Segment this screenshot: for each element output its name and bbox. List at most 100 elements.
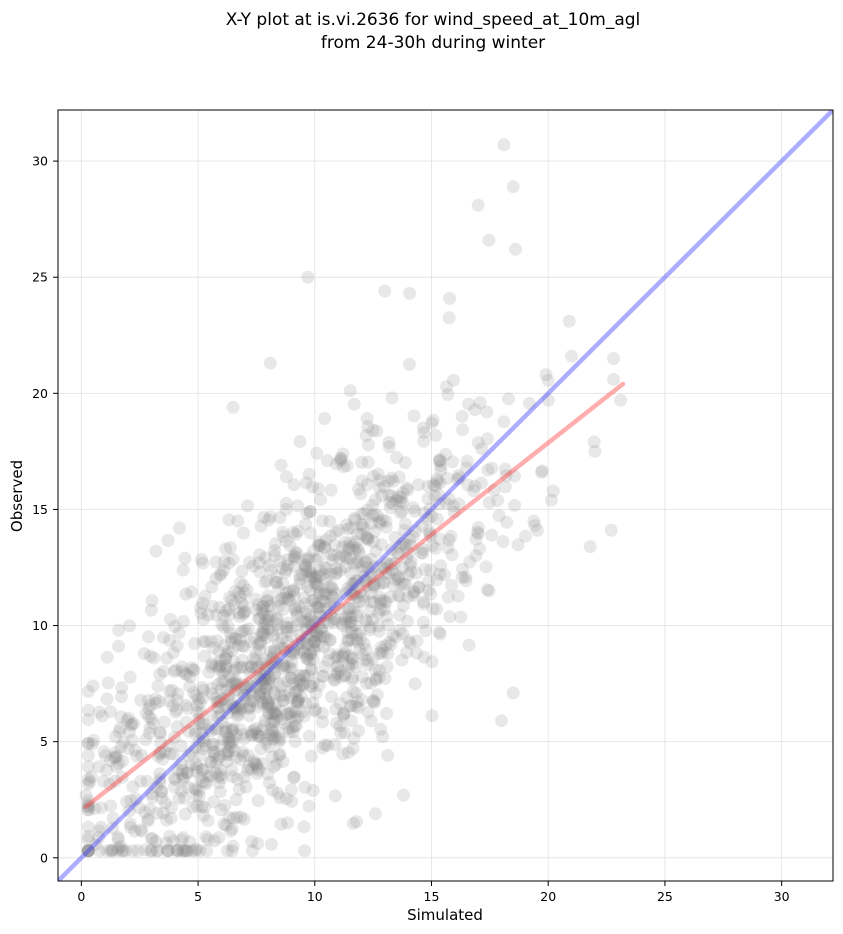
scatter-point (398, 517, 412, 531)
scatter-point (284, 691, 298, 705)
scatter-point (95, 709, 109, 723)
scatter-point (308, 615, 322, 629)
scatter-point (259, 653, 273, 667)
scatter-point (379, 520, 393, 534)
scatter-point (279, 503, 293, 516)
scatter-point (380, 609, 394, 623)
scatter-point (224, 678, 238, 692)
scatter-point (149, 692, 163, 706)
scatter-point (370, 424, 384, 438)
scatter-point (266, 706, 280, 720)
scatter-point (116, 754, 130, 768)
scatter-point (92, 760, 106, 774)
scatter-point (343, 584, 357, 598)
scatter-point (506, 686, 520, 700)
scatter-point (360, 579, 374, 593)
scatter-point (100, 650, 114, 664)
scatter-point (243, 699, 257, 713)
scatter-point (328, 612, 342, 626)
scatter-point (500, 515, 514, 529)
scatter-point (92, 844, 106, 858)
scatter-point (231, 707, 245, 721)
scatter-point (257, 621, 271, 635)
scatter-point (279, 708, 293, 722)
scatter-point (384, 501, 397, 515)
y-tick-label: 10 (32, 618, 48, 633)
scatter-point (346, 816, 360, 830)
scatter-point (328, 789, 342, 803)
scatter-point (81, 844, 95, 858)
scatter-point (234, 702, 248, 716)
scatter-point (299, 561, 313, 575)
scatter-point (214, 768, 228, 782)
scatter-point (175, 767, 189, 781)
scatter-point (159, 796, 172, 810)
scatter-point (267, 629, 280, 643)
scatter-point (303, 526, 317, 540)
scatter-point (215, 715, 229, 729)
scatter-point (83, 775, 97, 789)
y-tick-label: 5 (40, 734, 48, 749)
scatter-point (220, 755, 234, 768)
scatter-point (135, 824, 149, 838)
scatter-point (275, 561, 289, 575)
scatter-point (236, 607, 250, 621)
scatter-point (159, 836, 173, 850)
scatter-point (480, 405, 494, 419)
scatter-point (123, 670, 137, 684)
scatter-point (304, 645, 318, 659)
scatter-point (240, 688, 254, 702)
scatter-point (219, 683, 233, 697)
scatter-point (307, 629, 321, 643)
scatter-point (377, 576, 391, 590)
scatter-point (280, 635, 294, 649)
scatter-point (252, 729, 266, 743)
scatter-point (198, 649, 212, 663)
scatter-point (383, 590, 397, 604)
scatter-point (317, 640, 331, 654)
scatter-point (210, 634, 224, 648)
scatter-point (378, 594, 392, 608)
scatter-point (402, 546, 416, 560)
scatter-point (327, 673, 341, 687)
scatter-point (124, 793, 138, 807)
scatter-point (397, 539, 411, 553)
scatter-point (236, 639, 250, 653)
scatter-point (328, 669, 342, 682)
scatter-point (232, 586, 246, 600)
scatter-point (222, 670, 236, 683)
scatter-point (269, 698, 283, 711)
scatter-point (361, 561, 375, 575)
scatter-point (346, 742, 360, 755)
scatter-point (433, 452, 447, 466)
scatter-point (264, 599, 278, 613)
scatter-point (255, 656, 269, 670)
scatter-point (336, 648, 350, 662)
scatter-point (351, 635, 365, 649)
scatter-point (336, 709, 350, 723)
scatter-point (209, 555, 223, 569)
scatter-point (334, 726, 348, 740)
scatter-point (272, 677, 286, 691)
scatter-point (269, 757, 283, 771)
scatter-point (350, 556, 363, 570)
scatter-point (305, 624, 319, 638)
scatter-point (314, 622, 328, 636)
scatter-point (229, 728, 243, 742)
scatter-point (273, 511, 287, 525)
scatter-point (270, 575, 284, 589)
y-tick-label: 20 (32, 386, 48, 401)
scatter-point (334, 616, 348, 630)
scatter-point (396, 536, 410, 550)
scatter-point (176, 770, 190, 784)
scatter-point (374, 593, 388, 607)
scatter-point (474, 476, 488, 490)
scatter-point (184, 746, 198, 760)
scatter-point (309, 576, 323, 590)
scatter-point (319, 533, 333, 547)
scatter-point (344, 714, 358, 728)
scatter-point (221, 620, 235, 634)
scatter-point (261, 622, 275, 636)
scatter-point (350, 605, 364, 619)
scatter-point (487, 483, 501, 497)
